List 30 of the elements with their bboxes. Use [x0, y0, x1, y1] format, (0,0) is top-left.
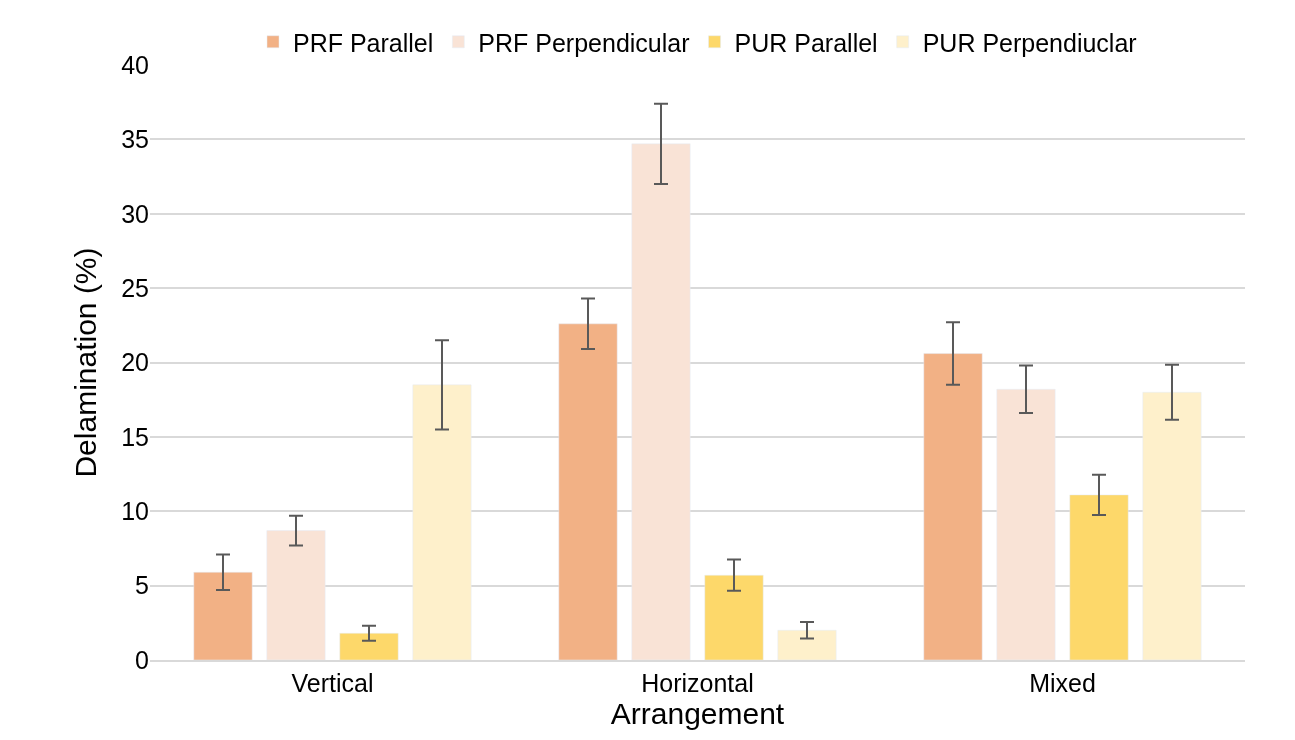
- bar: [266, 530, 326, 660]
- bar: [996, 389, 1056, 660]
- y-tick-label: 5: [135, 571, 149, 600]
- legend-label: PRF Perpendicular: [478, 28, 690, 57]
- x-tick-label: Vertical: [291, 669, 374, 697]
- x-tick-label: Horizontal: [641, 669, 754, 697]
- bar: [777, 630, 837, 660]
- x-tick-label: Mixed: [1029, 669, 1096, 697]
- y-tick-label: 20: [121, 348, 149, 377]
- bar: [412, 384, 472, 660]
- bar: [339, 632, 399, 660]
- bar: [631, 143, 691, 660]
- bar: [1069, 494, 1129, 660]
- y-tick-label: 30: [121, 199, 149, 228]
- bar: [1142, 392, 1202, 660]
- y-tick-label: 40: [121, 50, 149, 79]
- y-tick-label: 25: [121, 273, 149, 302]
- bar: [558, 323, 618, 660]
- x-axis-title: Arrangement: [610, 697, 785, 730]
- y-tick-label: 0: [135, 645, 149, 674]
- legend-label: PUR Parallel: [734, 28, 878, 57]
- legend-label: PRF Parallel: [293, 28, 434, 57]
- y-tick-label: 15: [121, 422, 149, 451]
- y-tick-label: 10: [121, 497, 149, 525]
- legend-label: PUR Perpendiuclar: [922, 28, 1137, 57]
- y-tick-label: 35: [121, 125, 149, 154]
- bar: [193, 571, 253, 660]
- bar: [923, 353, 983, 660]
- y-axis-title: Delamination (%): [69, 247, 103, 478]
- bar: [704, 574, 764, 660]
